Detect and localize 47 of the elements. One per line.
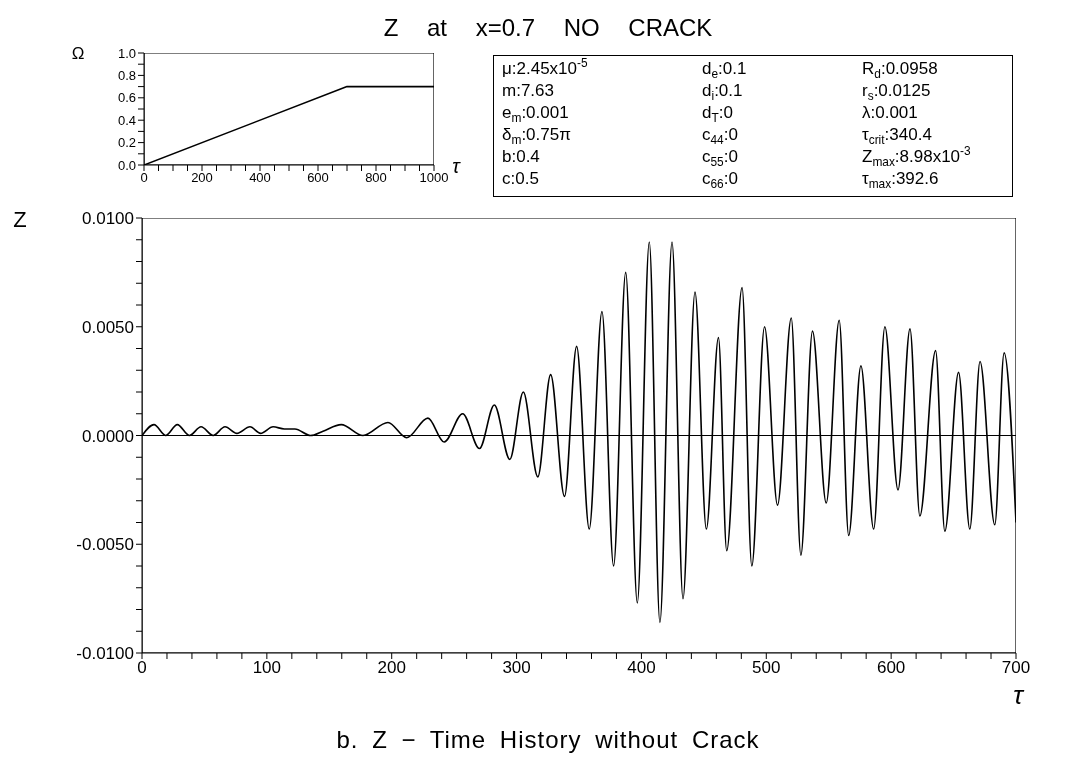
text: m:7.63 <box>502 81 555 102</box>
x-tick-label: 200 <box>191 170 213 186</box>
x-tick-label: 800 <box>365 170 387 186</box>
x-tick-label: 500 <box>752 658 781 678</box>
y-axis-title: Z <box>13 207 27 233</box>
text: d$_{e}$:0.1 <box>702 59 748 82</box>
y-tick-label: 1.0 <box>117 45 136 61</box>
y-tick-label: 0.4 <box>117 112 136 128</box>
text: τ$_{max}$:392.6 <box>862 169 940 192</box>
x-tick-label: 200 <box>377 658 406 678</box>
y-axis-title: Ω <box>71 44 85 64</box>
y-tick-label: 0.6 <box>117 90 136 106</box>
text: c$_{44}$:0 <box>702 125 739 148</box>
y-tick-label: 0.0050 <box>82 317 134 337</box>
y-tick-label: 0.0100 <box>82 209 134 229</box>
text: δ$_{m}$:0.75π <box>502 125 572 148</box>
y-tick-label: 0.0000 <box>82 426 134 446</box>
text: e$_{m}$:0.001 <box>502 103 570 126</box>
y-tick-label: 0.0 <box>117 157 136 173</box>
text: r$_{s}$:0.0125 <box>862 81 932 104</box>
y-tick-label: 0.8 <box>117 68 136 84</box>
text: b:0.4 <box>502 147 541 168</box>
text: R$_{d}$:0.0958 <box>862 59 939 82</box>
y-tick-label: -0.0050 <box>76 535 134 555</box>
x-tick-label: 600 <box>307 170 329 186</box>
text: c$_{55}$:0 <box>702 147 739 170</box>
x-tick-label: 600 <box>876 658 906 678</box>
x-tick-label: 0 <box>137 658 147 678</box>
x-tick-label: 400 <box>627 658 656 678</box>
text: d$_{i}$:0.1 <box>702 81 744 104</box>
x-axis-title: τ <box>452 154 460 178</box>
text: c$_{66}$:0 <box>702 169 739 192</box>
x-tick-label: 300 <box>502 658 531 678</box>
x-tick-label: 1000 <box>419 170 449 186</box>
text: μ:2.45x10$^{-5}$ <box>502 56 589 80</box>
x-tick-label: 400 <box>249 170 271 186</box>
text: b. Z − Time History without Crack <box>336 726 760 754</box>
x-tick-label: 700 <box>1001 658 1031 678</box>
x-tick-label: 0 <box>140 170 148 186</box>
y-tick-label: -0.0100 <box>76 644 134 664</box>
text: Z at x=0.7 NO CRACK <box>383 14 713 42</box>
x-axis-title: τ <box>1013 679 1023 711</box>
x-tick-label: 100 <box>252 658 282 678</box>
text: d$_{T}$:0 <box>702 103 734 126</box>
text: c:0.5 <box>502 169 540 190</box>
y-tick-label: 0.2 <box>117 135 136 151</box>
text: λ:0.001 <box>862 103 919 124</box>
